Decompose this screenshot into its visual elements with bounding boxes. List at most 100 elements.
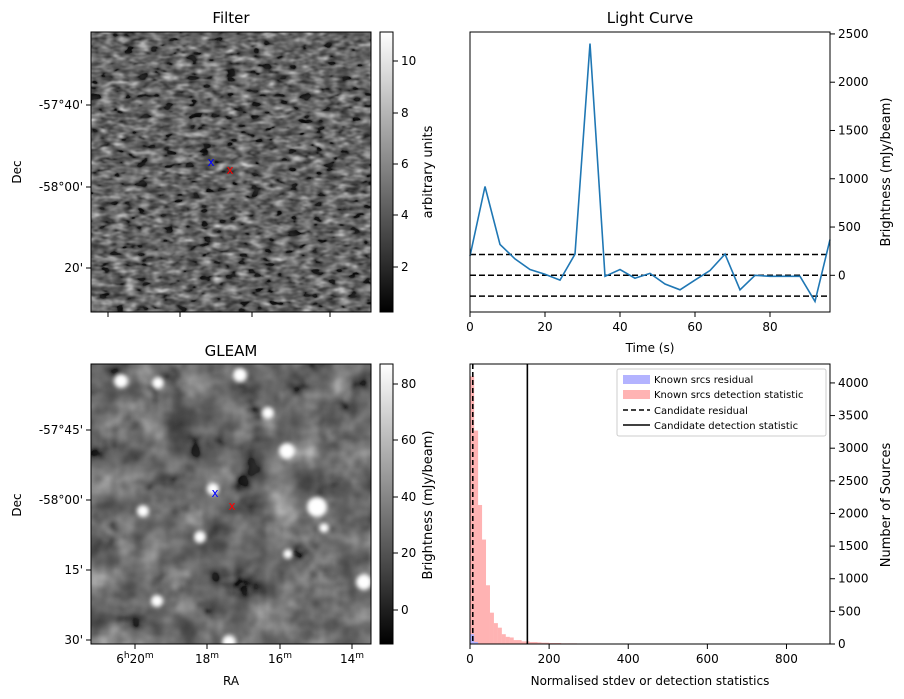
gleam-xtick-2: 16m [268, 644, 292, 666]
filter-title: Filter [212, 9, 250, 27]
hist-ylabel: Number of Sources [879, 443, 894, 568]
hist-ytick-label: 1000 [838, 572, 869, 586]
svg-text:14m: 14m [340, 651, 364, 666]
gleam-colorbar-label: Brightness (mJy/beam) [421, 431, 436, 580]
filter-ylabel: Dec [10, 160, 24, 183]
hist-ytick-label: 4000 [838, 376, 869, 390]
hist-ytick-label: 2500 [838, 474, 869, 488]
svg-text:-58°00': -58°00' [39, 493, 83, 507]
svg-text:15': 15' [64, 563, 83, 577]
svg-text:40: 40 [401, 490, 416, 504]
filter-colorbar: 10 8 6 4 2 arbitrary units [379, 31, 436, 313]
gleam-xtick-0: 6h20m [116, 644, 154, 666]
legend-entry-detection: Known srcs detection statistic [623, 390, 803, 401]
lc-axes-frame [469, 31, 831, 313]
svg-text:Known srcs detection statistic: Known srcs detection statistic [654, 390, 803, 401]
lc-xtick-label: 80 [762, 320, 777, 334]
svg-text:-57°40': -57°40' [39, 98, 83, 112]
legend-entry-candidate-residual: Candidate residual [623, 406, 748, 417]
lc-ytick-label: 2500 [838, 27, 869, 41]
gleam-ytick-0: -57°45' [39, 423, 91, 437]
gleam-red-marker: x [228, 499, 235, 513]
hist-ytick-label: 1500 [838, 539, 869, 553]
detection-bar [501, 634, 506, 644]
detection-bar [497, 627, 502, 644]
svg-text:30': 30' [64, 633, 83, 647]
gleam-title: GLEAM [205, 342, 258, 360]
hist-ytick-label: 500 [838, 604, 861, 618]
lc-ytick-label: 500 [838, 220, 861, 234]
svg-text:8: 8 [401, 106, 409, 120]
svg-text:4: 4 [401, 208, 409, 222]
detection-bar [485, 585, 490, 644]
detection-bar [517, 640, 522, 644]
gleam-colorbar: 80 60 40 20 0 Brightness (mJy/beam) [379, 363, 436, 645]
gleam-xtick-1: 18m [195, 644, 219, 666]
detection-bar [533, 642, 538, 644]
lc-ytick-label: 0 [838, 268, 846, 282]
svg-text:-57°45': -57°45' [39, 423, 83, 437]
svg-text:2: 2 [401, 260, 409, 274]
detection-bar [493, 623, 498, 644]
svg-text:10: 10 [401, 54, 416, 68]
detection-bar [521, 641, 526, 644]
lc-xtick-label: 60 [687, 320, 702, 334]
gleam-ytick-2: 15' [64, 563, 91, 577]
filter-red-marker: x [226, 163, 233, 177]
histogram-chart: 0 200 400 600 800 0 500 1000 1500 2000 2500 3000 350… [466, 363, 894, 688]
svg-text:0: 0 [401, 603, 409, 617]
hist-xtick-label: 0 [466, 652, 474, 666]
lc-ytick-label: 1000 [838, 172, 869, 186]
hist-xtick-label: 400 [617, 652, 640, 666]
detection-bar [509, 637, 514, 644]
svg-text:16m: 16m [268, 651, 292, 666]
hist-axes-frame [469, 363, 831, 645]
hist-ytick-label: 3000 [838, 441, 869, 455]
filter-ytick-1: -58°00' [39, 180, 91, 194]
lc-xtick-label: 40 [612, 320, 627, 334]
hist-ytick-label: 2000 [838, 506, 869, 520]
filter-xticks [107, 312, 331, 317]
svg-text:6: 6 [401, 157, 409, 171]
lc-xlabel: Time (s) [625, 341, 675, 355]
filter-ytick-0: -57°40' [39, 98, 91, 112]
detection-bar [473, 430, 479, 644]
gleam-image [91, 364, 371, 644]
lc-ytick-label: 1500 [838, 123, 869, 137]
detection-bar [537, 642, 542, 644]
gleam-xtick-3: 14m [340, 644, 364, 666]
hist-xlabel: Normalised stdev or detection statistics [531, 674, 770, 688]
legend-entry-candidate-detection: Candidate detection statistic [623, 421, 798, 432]
lc-xtick-label: 0 [466, 320, 474, 334]
gleam-ylabel: Dec [10, 493, 24, 516]
hist-xtick-label: 600 [696, 652, 719, 666]
hist-xtick-label: 200 [538, 652, 561, 666]
lc-title: Light Curve [607, 9, 693, 27]
svg-text:18m: 18m [195, 651, 219, 666]
gleam-xlabel: RA [223, 674, 240, 688]
detection-bar [529, 642, 534, 644]
legend-entry-residual: Known srcs residual [623, 375, 753, 386]
detection-bar [505, 636, 510, 644]
lc-xtick-label: 20 [537, 320, 552, 334]
detection-bar [545, 642, 550, 644]
hist-legend: Known srcs residual Known srcs detection… [616, 368, 827, 437]
svg-text:20': 20' [64, 261, 83, 275]
detection-bar [481, 539, 487, 644]
detection-bar [489, 612, 494, 644]
detection-bar [513, 640, 518, 644]
detection-bar [477, 504, 483, 644]
lc-series-line [469, 43, 831, 304]
filter-panel: Filter x x Dec -57°40' -58°00' 20' [10, 9, 436, 317]
gleam-ytick-3: 30' [64, 633, 91, 647]
filter-image [91, 32, 371, 312]
svg-text:Candidate detection statistic: Candidate detection statistic [654, 421, 798, 432]
lc-ylabel: Brightness (mJy/beam) [879, 98, 894, 247]
hist-xtick-label: 800 [775, 652, 798, 666]
lc-plot-area: 0 20 40 60 80 0 500 1000 1500 2000 2500 [466, 27, 868, 334]
svg-text:80: 80 [401, 377, 416, 391]
gleam-panel: GLEAM x x Dec -57°45' -58°00' [10, 342, 436, 688]
svg-text:Known srcs residual: Known srcs residual [654, 375, 753, 386]
lc-ytick-label: 2000 [838, 75, 869, 89]
svg-text:20: 20 [401, 546, 416, 560]
